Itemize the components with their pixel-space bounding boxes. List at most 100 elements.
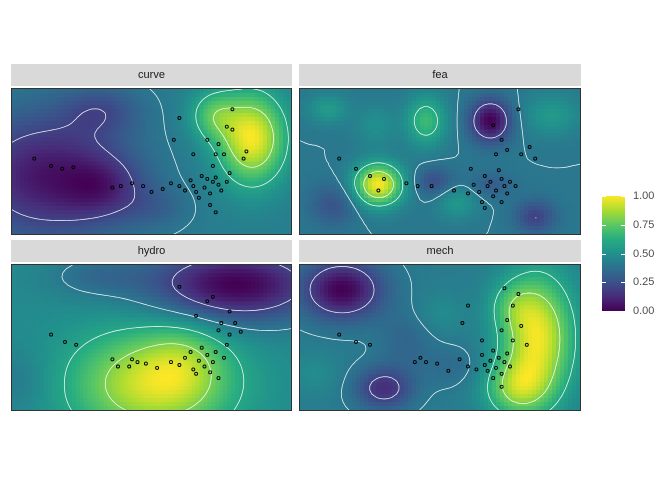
heatmap-cell — [23, 141, 29, 146]
heatmap-cell — [524, 169, 529, 175]
heatmap-cell — [412, 145, 417, 151]
heatmap-cell — [71, 181, 77, 187]
heatmap-cell — [536, 109, 541, 114]
heatmap-cell — [123, 213, 129, 219]
heatmap-cell — [544, 213, 549, 219]
heatmap-cell — [139, 129, 145, 134]
heatmap-cell — [412, 93, 417, 98]
heatmap-cell — [324, 125, 329, 130]
heatmap-cell — [420, 89, 425, 94]
heatmap-cell — [384, 117, 389, 122]
heatmap-cell — [404, 173, 409, 179]
heatmap-cell — [227, 137, 232, 142]
heatmap-cell — [400, 173, 405, 179]
heatmap-cell — [364, 133, 369, 138]
heatmap-cell — [416, 93, 421, 98]
heatmap-cell — [191, 213, 196, 219]
heatmap-cell — [512, 181, 517, 187]
heatmap-cell — [79, 165, 85, 171]
sample-point — [194, 189, 199, 194]
heatmap-cell — [211, 109, 216, 114]
heatmap-cell — [19, 217, 25, 223]
heatmap-cell — [207, 209, 212, 215]
heatmap-cell — [67, 101, 73, 106]
heatmap-cell — [568, 201, 573, 207]
heatmap-cell — [267, 89, 272, 94]
heatmap-cell — [524, 133, 529, 138]
heatmap-cell — [243, 137, 248, 142]
heatmap-cell — [271, 105, 276, 110]
heatmap-cell — [532, 129, 537, 134]
heatmap-cell — [151, 129, 157, 134]
heatmap-cell — [440, 221, 445, 227]
heatmap-cell — [516, 109, 521, 114]
heatmap-cell — [167, 141, 173, 146]
heatmap-cell — [432, 205, 437, 211]
heatmap-cell — [251, 173, 256, 179]
heatmap-cell — [163, 97, 169, 102]
heatmap-cell — [107, 181, 113, 187]
heatmap-cell — [492, 97, 497, 102]
heatmap-cell — [528, 137, 533, 142]
heatmap-cell — [512, 153, 517, 159]
heatmap-cell — [227, 157, 232, 163]
heatmap-cell — [99, 193, 105, 199]
heatmap-cell — [239, 225, 244, 231]
heatmap-cell — [372, 217, 377, 223]
heatmap-cell — [572, 157, 577, 163]
heatmap-cell — [344, 105, 349, 110]
heatmap-cell — [312, 105, 317, 110]
heatmap-cell — [247, 189, 252, 195]
heatmap-cell — [464, 145, 469, 151]
heatmap-cell — [452, 217, 457, 223]
heatmap-cell — [223, 205, 228, 211]
heatmap-cell — [171, 121, 177, 126]
heatmap-cell — [55, 229, 61, 234]
heatmap-cell — [239, 169, 244, 175]
heatmap-cell — [135, 105, 141, 110]
heatmap-cell — [163, 145, 169, 151]
heatmap-cell — [239, 221, 244, 227]
heatmap-cell — [392, 129, 397, 134]
heatmap-cell — [247, 213, 252, 219]
heatmap-cell — [239, 197, 244, 203]
heatmap-cell — [440, 189, 445, 195]
sample-point — [216, 182, 221, 187]
heatmap-cell — [219, 149, 224, 155]
heatmap-cell — [360, 197, 365, 203]
heatmap-cell — [51, 209, 57, 215]
heatmap-cell — [392, 181, 397, 187]
heatmap-cell — [540, 169, 545, 175]
heatmap-cell — [207, 177, 212, 183]
heatmap-cell — [63, 125, 69, 130]
heatmap-cell — [576, 169, 580, 175]
heatmap-cell — [203, 133, 208, 138]
heatmap-cell — [416, 165, 421, 171]
heatmap-cell — [267, 101, 272, 106]
heatmap-cell — [43, 153, 49, 159]
heatmap-cell — [352, 197, 357, 203]
heatmap-cell — [468, 113, 473, 118]
heatmap-cell — [43, 157, 49, 163]
heatmap-cell — [472, 165, 477, 171]
heatmap-cell — [115, 149, 121, 155]
heatmap-cell — [328, 197, 333, 203]
heatmap-cell — [516, 185, 521, 191]
heatmap-cell — [67, 213, 73, 219]
heatmap-cell — [456, 173, 461, 179]
heatmap-cell — [572, 97, 577, 102]
heatmap-cell — [520, 141, 525, 146]
heatmap-cell — [496, 205, 501, 211]
heatmap-cell — [556, 153, 561, 159]
heatmap-cell — [63, 89, 69, 94]
heatmap-cell — [231, 169, 236, 175]
heatmap-cell — [51, 185, 57, 191]
heatmap-cell — [508, 101, 513, 106]
heatmap-cell — [376, 109, 381, 114]
heatmap-cell — [287, 213, 291, 219]
heatmap-cell — [552, 173, 557, 179]
heatmap-cell — [576, 117, 580, 122]
heatmap-cell — [452, 185, 457, 191]
heatmap-cell — [304, 161, 309, 167]
heatmap-cell — [199, 121, 204, 126]
